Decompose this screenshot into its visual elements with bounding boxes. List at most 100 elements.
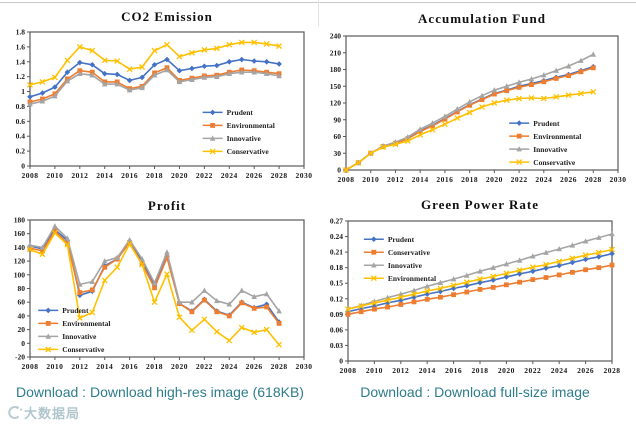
svg-text:Prudent: Prudent	[62, 306, 89, 315]
svg-text:210: 210	[330, 48, 342, 57]
svg-text:2010: 2010	[366, 366, 383, 375]
svg-text:2030: 2030	[296, 362, 313, 371]
svg-text:-20: -20	[15, 353, 25, 362]
svg-text:Conservative: Conservative	[533, 158, 576, 167]
svg-text:2030: 2030	[296, 171, 313, 180]
svg-text:2008: 2008	[22, 362, 39, 371]
svg-text:240: 240	[330, 32, 342, 41]
svg-text:0.27: 0.27	[330, 217, 343, 226]
svg-text:180: 180	[14, 216, 26, 225]
svg-text:2014: 2014	[96, 362, 113, 371]
svg-text:2010: 2010	[46, 362, 63, 371]
chart-accumulation-fund: Accumulation Fund 0 30 60 90 120 150 180 210 240 2…	[320, 4, 632, 194]
svg-text:90: 90	[334, 115, 342, 124]
svg-text:0.15: 0.15	[330, 279, 343, 288]
watermark-text: 大数据局	[24, 406, 81, 421]
svg-text:1.8: 1.8	[16, 28, 26, 37]
svg-text:0.09: 0.09	[330, 310, 343, 319]
svg-text:40: 40	[18, 311, 26, 320]
svg-text:2020: 2020	[171, 362, 188, 371]
svg-text:Innovative: Innovative	[62, 332, 97, 341]
svg-text:2014: 2014	[412, 175, 429, 184]
svg-text:2028: 2028	[271, 171, 288, 180]
svg-text:2014: 2014	[96, 171, 113, 180]
svg-text:2016: 2016	[445, 366, 462, 375]
svg-text:Environmental: Environmental	[227, 121, 275, 130]
svg-text:2012: 2012	[392, 366, 409, 375]
svg-text:180: 180	[330, 65, 342, 74]
svg-text:0.6: 0.6	[16, 117, 26, 126]
svg-text:2024: 2024	[221, 362, 238, 371]
svg-text:Conservative: Conservative	[388, 248, 431, 257]
svg-text:120: 120	[14, 257, 26, 266]
svg-text:Prudent: Prudent	[227, 108, 254, 117]
svg-text:0: 0	[21, 162, 25, 171]
svg-text:0.03: 0.03	[330, 341, 343, 350]
svg-text:2014: 2014	[419, 366, 436, 375]
svg-text:1: 1	[21, 87, 25, 96]
svg-text:2024: 2024	[221, 171, 238, 180]
svg-text:2020: 2020	[171, 171, 188, 180]
svg-text:60: 60	[334, 132, 342, 141]
svg-text:2022: 2022	[524, 366, 541, 375]
svg-text:1.2: 1.2	[16, 72, 26, 81]
watermark: 大数据局	[4, 403, 80, 422]
svg-text:0: 0	[339, 357, 343, 366]
svg-text:2028: 2028	[271, 362, 288, 371]
svg-text:2022: 2022	[511, 175, 528, 184]
svg-text:0: 0	[21, 339, 25, 348]
svg-text:2030: 2030	[610, 175, 627, 184]
svg-text:2016: 2016	[436, 175, 453, 184]
svg-text:160: 160	[14, 229, 26, 238]
svg-text:Innovative: Innovative	[227, 134, 262, 143]
svg-text:2024: 2024	[535, 175, 552, 184]
svg-text:0.8: 0.8	[16, 102, 26, 111]
svg-text:2016: 2016	[121, 362, 138, 371]
svg-text:0.18: 0.18	[330, 263, 343, 272]
svg-text:0.24: 0.24	[330, 232, 343, 241]
svg-text:100: 100	[14, 270, 26, 279]
download-highres-link[interactable]: Download : Download high-res image (618K…	[16, 384, 304, 400]
svg-text:2026: 2026	[560, 175, 577, 184]
svg-text:80: 80	[18, 284, 26, 293]
svg-text:2028: 2028	[585, 175, 602, 184]
svg-text:140: 140	[14, 243, 26, 252]
svg-text:2024: 2024	[551, 366, 568, 375]
svg-text:2018: 2018	[146, 171, 163, 180]
svg-text:CO2 Emission: CO2 Emission	[121, 9, 213, 24]
svg-text:60: 60	[18, 298, 26, 307]
svg-text:1.4: 1.4	[16, 57, 26, 66]
svg-text:0.2: 0.2	[16, 147, 26, 156]
svg-text:2012: 2012	[387, 175, 404, 184]
svg-text:150: 150	[330, 82, 342, 91]
svg-text:2010: 2010	[362, 175, 379, 184]
svg-text:0.12: 0.12	[330, 294, 343, 303]
svg-text:2018: 2018	[472, 366, 489, 375]
svg-text:Innovative: Innovative	[533, 145, 568, 154]
svg-text:2026: 2026	[577, 366, 594, 375]
svg-text:Environmental: Environmental	[533, 132, 581, 141]
svg-text:2022: 2022	[196, 171, 213, 180]
svg-text:Conservative: Conservative	[227, 147, 270, 156]
svg-text:2016: 2016	[121, 171, 138, 180]
svg-text:2020: 2020	[498, 366, 515, 375]
svg-text:0: 0	[337, 166, 341, 175]
svg-text:0.21: 0.21	[330, 248, 343, 257]
svg-text:120: 120	[330, 99, 342, 108]
svg-text:2008: 2008	[338, 175, 355, 184]
svg-text:Prudent: Prudent	[388, 235, 415, 244]
svg-text:Conservative: Conservative	[62, 345, 105, 354]
svg-text:Prudent: Prudent	[533, 119, 560, 128]
svg-text:2008: 2008	[22, 171, 39, 180]
download-fullsize-link[interactable]: Download : Download full-size image	[360, 384, 590, 400]
chart-profit: Profit -20 0 20 40 60 80 100 120 140 160 180 2008 201…	[4, 196, 316, 382]
svg-text:0.06: 0.06	[330, 325, 343, 334]
svg-text:2028: 2028	[604, 366, 621, 375]
image-split-line	[318, 0, 319, 26]
svg-text:Environmental: Environmental	[388, 274, 436, 283]
svg-text:2022: 2022	[196, 362, 213, 371]
svg-text:Innovative: Innovative	[388, 261, 423, 270]
svg-text:2012: 2012	[71, 362, 88, 371]
svg-text:2018: 2018	[146, 362, 163, 371]
